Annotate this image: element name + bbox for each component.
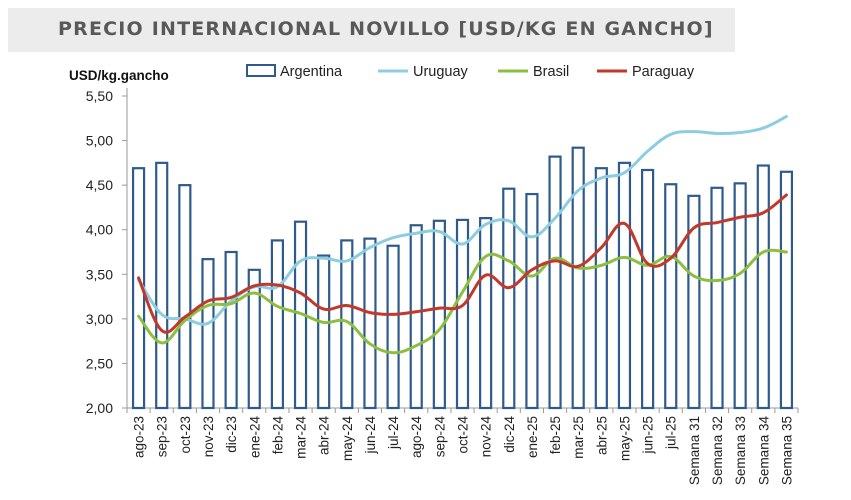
bar-argentina bbox=[226, 252, 237, 408]
bar-argentina bbox=[642, 170, 653, 408]
legend-swatch-argentina bbox=[247, 65, 275, 76]
legend-label-brasil: Brasil bbox=[533, 64, 569, 80]
x-tick-label: abr-25 bbox=[594, 416, 609, 455]
y-tick-label: 2,00 bbox=[86, 400, 113, 416]
x-tick-label: Semana 33 bbox=[733, 416, 748, 485]
x-tick-label: abr-24 bbox=[317, 416, 332, 456]
x-tick-label: sep-23 bbox=[155, 416, 170, 457]
x-tick-label: ene-25 bbox=[525, 416, 540, 458]
legend-label-uruguay: Uruguay bbox=[413, 64, 469, 80]
bar-argentina bbox=[318, 256, 329, 408]
x-tick-label: ene-24 bbox=[247, 416, 262, 459]
x-tick-label: Semana 34 bbox=[756, 416, 771, 486]
y-tick-label: 4,50 bbox=[86, 177, 113, 193]
bar-argentina bbox=[179, 185, 190, 408]
x-tick-label: oct-23 bbox=[178, 416, 193, 454]
bar-argentina bbox=[202, 259, 213, 408]
y-tick-label: 4,00 bbox=[86, 222, 113, 238]
bar-argentina bbox=[364, 239, 375, 408]
x-tick-label: Semana 35 bbox=[779, 416, 794, 485]
x-tick-label: oct-24 bbox=[456, 416, 471, 454]
bar-argentina bbox=[781, 172, 792, 408]
x-tick-label: may-24 bbox=[340, 416, 355, 462]
y-tick-label: 5,00 bbox=[86, 133, 113, 149]
y-tick-label: 5,50 bbox=[86, 88, 113, 104]
legend-label-argentina: Argentina bbox=[280, 64, 343, 80]
x-tick-label: may-25 bbox=[617, 416, 632, 461]
bar-argentina bbox=[550, 157, 561, 408]
legend-label-paraguay: Paraguay bbox=[632, 64, 695, 80]
bar-argentina bbox=[411, 225, 422, 408]
bar-argentina bbox=[457, 220, 468, 408]
x-tick-label: jun-24 bbox=[363, 416, 378, 455]
bar-argentina bbox=[388, 246, 399, 408]
x-tick-label: dic-23 bbox=[224, 416, 239, 453]
x-tick-label: sep-24 bbox=[432, 416, 447, 458]
bar-argentina bbox=[272, 240, 283, 408]
bar-argentina bbox=[480, 218, 491, 408]
bar-argentina bbox=[619, 163, 630, 408]
bar-argentina bbox=[156, 163, 167, 408]
bar-argentina bbox=[249, 270, 260, 408]
chart-canvas: 2,00 2,50 3,00 3,50 4,00 4,50 5,00 5,50 ago-23 se… bbox=[0, 0, 851, 500]
x-tick-label: feb-25 bbox=[548, 416, 563, 454]
x-tick-label: feb-24 bbox=[270, 416, 285, 455]
y-tick-label: 3,00 bbox=[86, 311, 113, 327]
bar-argentina bbox=[596, 168, 607, 408]
x-tick-label: dic-24 bbox=[502, 416, 517, 453]
bar-argentina bbox=[526, 194, 537, 408]
y-tick-label: 2,50 bbox=[86, 355, 113, 371]
x-tick-label: ago-23 bbox=[132, 416, 147, 458]
x-tick-label: jun-25 bbox=[641, 416, 656, 455]
x-tick-label: jul-24 bbox=[386, 416, 401, 451]
y-tick-label: 3,50 bbox=[86, 266, 113, 282]
x-tick-label: nov-24 bbox=[479, 416, 494, 458]
x-tick-label: nov-23 bbox=[201, 416, 216, 457]
bar-argentina bbox=[758, 166, 769, 408]
x-tick-label: mar-25 bbox=[571, 416, 586, 459]
x-tick-label: Semana 31 bbox=[687, 416, 702, 485]
bar-argentina bbox=[665, 184, 676, 408]
x-tick-label: jul-25 bbox=[664, 416, 679, 450]
x-tick-label: Semana 32 bbox=[710, 416, 725, 485]
x-tick-label: mar-24 bbox=[294, 416, 309, 459]
bar-argentina bbox=[434, 221, 445, 408]
x-tick-label: ago-24 bbox=[409, 416, 424, 459]
